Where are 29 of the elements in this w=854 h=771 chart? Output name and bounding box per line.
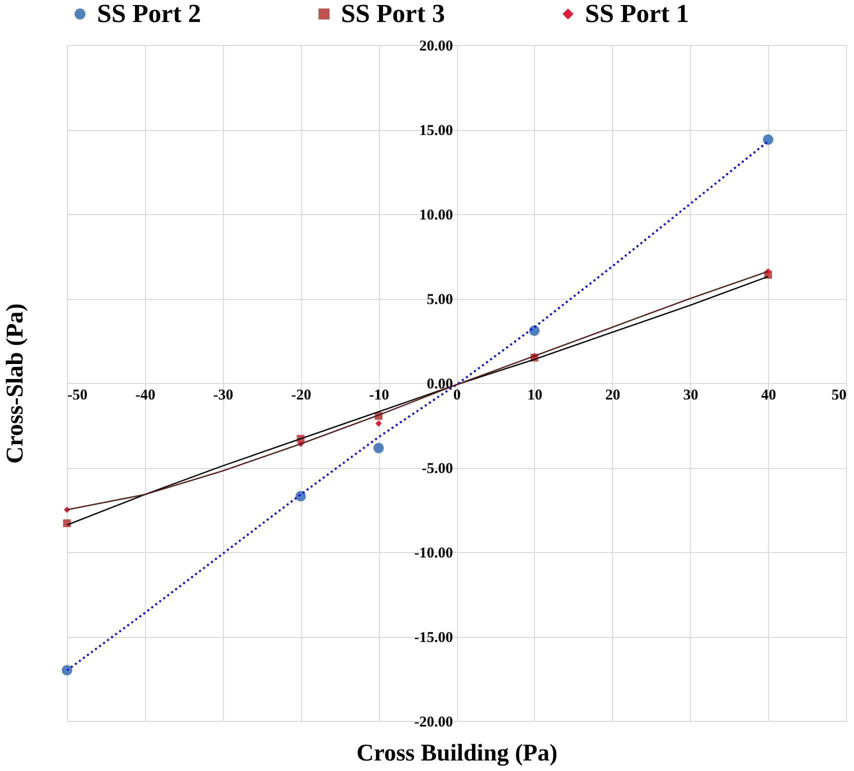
x-tick-label: 20: [605, 388, 620, 404]
x-tick-label: 0: [453, 388, 461, 404]
x-tick-label: 30: [683, 388, 698, 404]
x-tick-label: 40: [761, 388, 776, 404]
point: [762, 134, 774, 145]
legend-label: SS Port 2: [97, 0, 201, 28]
y-tick-label: -15.00: [414, 630, 453, 646]
point: [375, 420, 382, 427]
x-tick-label: 10: [527, 388, 542, 404]
y-axis-title: Cross-Slab (Pa): [2, 303, 28, 464]
y-tick-label: 10.00: [419, 208, 453, 224]
y-tick-label: -5.00: [422, 461, 453, 477]
y-tick-label: 0.00: [426, 376, 453, 392]
legend-label: SS Port 1: [585, 0, 689, 28]
x-tick-label: -20: [291, 388, 312, 404]
legend-label: SS Port 3: [341, 0, 445, 28]
y-tick-label: 5.00: [426, 292, 453, 308]
x-tick-label: -10: [369, 388, 390, 404]
x-axis-title: Cross Building (Pa): [356, 740, 558, 766]
y-tick-label: -10.00: [414, 546, 453, 562]
point: [373, 442, 384, 454]
point: [62, 665, 72, 676]
y-tick-label: -20.00: [414, 714, 453, 730]
x-tick-label: 50: [832, 388, 846, 404]
y-tick-label: 20.00: [419, 38, 453, 54]
x-tick-label: -50: [68, 388, 88, 404]
x-tick-label: -30: [213, 388, 234, 404]
y-tick-label: 15.00: [419, 123, 453, 139]
x-tick-label: -40: [135, 388, 156, 404]
